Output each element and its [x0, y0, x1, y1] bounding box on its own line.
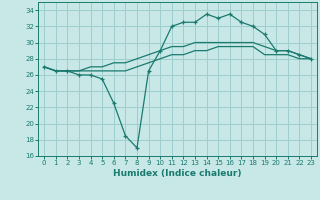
X-axis label: Humidex (Indice chaleur): Humidex (Indice chaleur): [113, 169, 242, 178]
